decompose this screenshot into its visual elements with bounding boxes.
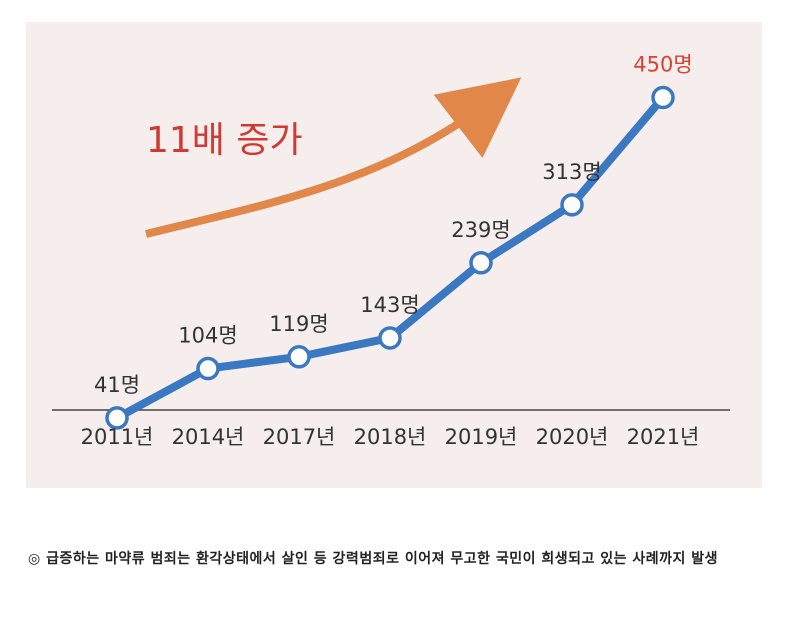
data-point <box>105 406 129 430</box>
data-label: 41명 <box>94 373 140 397</box>
growth-arrow <box>145 77 522 238</box>
data-point <box>287 345 311 369</box>
x-tick-label: 2020년 <box>536 425 609 449</box>
x-tick-label: 2017년 <box>263 425 336 449</box>
x-tick-label: 2019년 <box>445 425 518 449</box>
x-tick-label: 2014년 <box>172 425 245 449</box>
x-tick-label: 2021년 <box>627 425 700 449</box>
data-label: 143명 <box>360 293 419 317</box>
x-tick-label: 2011년 <box>81 425 154 449</box>
data-label: 313명 <box>542 160 601 184</box>
chart-marks: 41명 2011년 104명 2014년 119명 2017년 143명 2018년 239명 2… <box>81 53 700 450</box>
figure-caption: ◎ 급증하는 마약류 범죄는 환각상태에서 살인 등 강력범죄로 이어져 무고한… <box>28 551 719 567</box>
data-point <box>196 356 220 381</box>
growth-annotation: 11배 증가 <box>146 120 303 161</box>
data-label: 450명 <box>633 53 692 77</box>
data-label: 119명 <box>269 312 328 336</box>
data-point <box>378 326 402 350</box>
line-chart: 11배 증가 41명 2011년 104명 2014년 119명 2017년 143명 201… <box>52 53 730 450</box>
x-tick-label: 2018년 <box>354 425 427 449</box>
chart-panel: 11배 증가 41명 2011년 104명 2014년 119명 2017년 143명 201… <box>26 22 762 488</box>
data-point <box>469 251 493 275</box>
data-point <box>560 193 584 217</box>
data-point <box>651 85 675 110</box>
data-label: 239명 <box>451 218 510 242</box>
data-label: 104명 <box>178 324 237 348</box>
